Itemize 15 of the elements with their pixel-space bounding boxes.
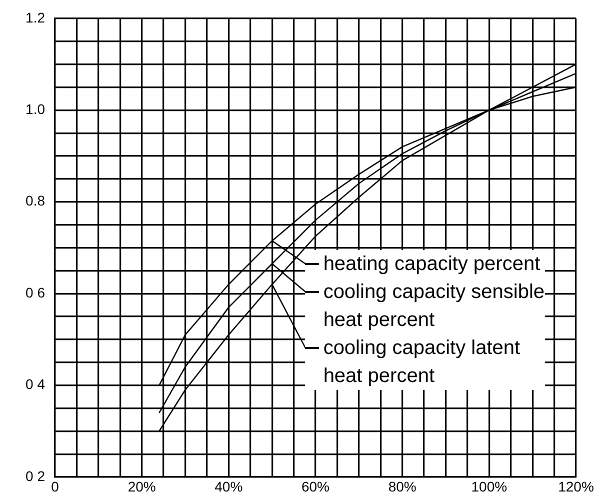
y-tick-label: 1.2 bbox=[26, 9, 46, 26]
y-tick-label: 0 2 bbox=[26, 468, 46, 484]
x-tick-label: 20% bbox=[128, 478, 156, 494]
x-tick-label: 60% bbox=[301, 478, 330, 494]
x-tick-label: 0 bbox=[51, 478, 60, 494]
y-tick-label: 0 4 bbox=[26, 376, 46, 392]
legend-label: heating capacity percent bbox=[323, 252, 540, 277]
x-tick-label: 80% bbox=[388, 478, 416, 494]
x-tick-label: 100% bbox=[471, 478, 508, 494]
y-tick-label: 0.8 bbox=[26, 192, 46, 209]
y-tick-label: 0 6 bbox=[26, 284, 46, 300]
y-tick-label: 1.0 bbox=[26, 100, 46, 117]
x-tick-label: 40% bbox=[214, 478, 243, 494]
x-tick-label: 120% bbox=[558, 478, 594, 494]
legend-label: cooling capacity latent heat percent bbox=[323, 336, 520, 389]
